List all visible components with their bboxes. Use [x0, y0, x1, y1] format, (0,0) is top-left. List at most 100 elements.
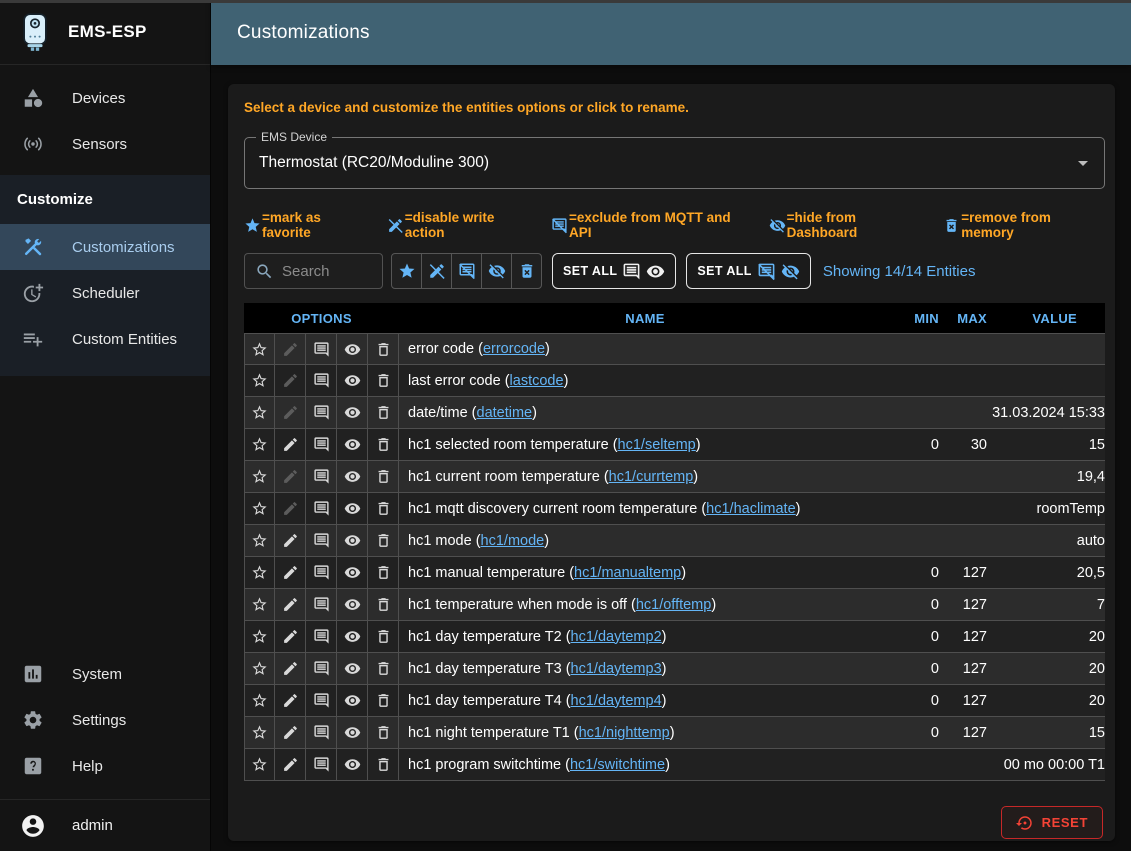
- remove-memory-toggle[interactable]: [368, 365, 399, 396]
- favorite-toggle[interactable]: [244, 717, 275, 748]
- exclude-mqtt-toggle[interactable]: [306, 461, 337, 492]
- favorite-toggle[interactable]: [244, 749, 275, 780]
- entity-shortname-link[interactable]: datetime: [476, 404, 533, 421]
- visibility-toggle[interactable]: [337, 717, 368, 748]
- exclude-mqtt-toggle[interactable]: [306, 717, 337, 748]
- visibility-toggle[interactable]: [337, 334, 368, 364]
- remove-memory-toggle[interactable]: [368, 653, 399, 684]
- edit-value-button[interactable]: [275, 365, 306, 396]
- sidebar-item-custom-entities[interactable]: Custom Entities: [0, 316, 210, 362]
- edit-value-button[interactable]: [275, 525, 306, 556]
- edit-value-button[interactable]: [275, 621, 306, 652]
- sidebar-item-customizations[interactable]: Customizations: [0, 224, 210, 270]
- remove-memory-toggle[interactable]: [368, 717, 399, 748]
- entity-shortname-link[interactable]: hc1/nighttemp: [578, 724, 670, 741]
- visibility-toggle[interactable]: [337, 749, 368, 780]
- favorite-toggle[interactable]: [244, 429, 275, 460]
- sidebar-item-sensors[interactable]: Sensors: [0, 121, 210, 167]
- entity-shortname-link[interactable]: hc1/offtemp: [635, 596, 712, 613]
- favorite-toggle[interactable]: [244, 365, 275, 396]
- favorite-toggle[interactable]: [244, 621, 275, 652]
- remove-memory-toggle[interactable]: [368, 525, 399, 556]
- favorite-toggle[interactable]: [244, 493, 275, 524]
- entity-shortname-link[interactable]: hc1/haclimate: [706, 500, 796, 517]
- entity-shortname-link[interactable]: hc1/currtemp: [608, 468, 694, 485]
- favorite-toggle[interactable]: [244, 397, 275, 428]
- reset-button[interactable]: RESET: [1000, 806, 1103, 839]
- entity-shortname-link[interactable]: errorcode: [482, 341, 546, 357]
- remove-memory-toggle[interactable]: [368, 429, 399, 460]
- sidebar-item-scheduler[interactable]: Scheduler: [0, 270, 210, 316]
- ems-device-select[interactable]: EMS Device Thermostat (RC20/Moduline 300…: [244, 130, 1105, 189]
- exclude-mqtt-toggle[interactable]: [306, 653, 337, 684]
- favorite-toggle[interactable]: [244, 525, 275, 556]
- edit-value-button[interactable]: [275, 493, 306, 524]
- exclude-mqtt-toggle[interactable]: [306, 557, 337, 588]
- visibility-toggle[interactable]: [337, 525, 368, 556]
- set-all-mqtt-hidden-button[interactable]: SET ALL: [686, 253, 811, 289]
- remove-memory-toggle[interactable]: [368, 621, 399, 652]
- remove-memory-toggle[interactable]: [368, 557, 399, 588]
- sidebar-item-help[interactable]: Help: [0, 743, 210, 789]
- filter-disable-write-button[interactable]: [421, 253, 452, 289]
- remove-memory-toggle[interactable]: [368, 749, 399, 780]
- visibility-toggle[interactable]: [337, 429, 368, 460]
- exclude-mqtt-toggle[interactable]: [306, 365, 337, 396]
- set-all-mqtt-visible-button[interactable]: SET ALL: [552, 253, 677, 289]
- entity-shortname-link[interactable]: lastcode: [509, 372, 564, 389]
- visibility-toggle[interactable]: [337, 461, 368, 492]
- sidebar-item-settings[interactable]: Settings: [0, 697, 210, 743]
- entity-shortname-link[interactable]: hc1/mode: [480, 532, 545, 549]
- exclude-mqtt-toggle[interactable]: [306, 621, 337, 652]
- sidebar-user[interactable]: admin: [0, 800, 210, 851]
- exclude-mqtt-toggle[interactable]: [306, 334, 337, 364]
- remove-memory-toggle[interactable]: [368, 397, 399, 428]
- entity-shortname-link[interactable]: hc1/daytemp3: [570, 660, 662, 677]
- remove-memory-toggle[interactable]: [368, 334, 399, 364]
- entity-shortname-link[interactable]: hc1/daytemp4: [570, 692, 662, 709]
- edit-value-button[interactable]: [275, 653, 306, 684]
- entity-shortname-link[interactable]: hc1/switchtime: [569, 756, 666, 773]
- edit-value-button[interactable]: [275, 429, 306, 460]
- visibility-toggle[interactable]: [337, 589, 368, 620]
- visibility-toggle[interactable]: [337, 397, 368, 428]
- exclude-mqtt-toggle[interactable]: [306, 749, 337, 780]
- edit-value-button[interactable]: [275, 397, 306, 428]
- edit-value-button[interactable]: [275, 557, 306, 588]
- visibility-toggle[interactable]: [337, 685, 368, 716]
- edit-value-button[interactable]: [275, 685, 306, 716]
- visibility-toggle[interactable]: [337, 653, 368, 684]
- entity-shortname-link[interactable]: hc1/manualtemp: [574, 564, 682, 581]
- entity-shortname-link[interactable]: hc1/seltemp: [617, 436, 696, 453]
- sidebar-item-system[interactable]: System: [0, 651, 210, 697]
- favorite-toggle[interactable]: [244, 334, 275, 364]
- visibility-toggle[interactable]: [337, 493, 368, 524]
- search-input[interactable]: [282, 262, 372, 280]
- edit-value-button[interactable]: [275, 461, 306, 492]
- edit-value-button[interactable]: [275, 334, 306, 364]
- exclude-mqtt-toggle[interactable]: [306, 589, 337, 620]
- exclude-mqtt-toggle[interactable]: [306, 397, 337, 428]
- exclude-mqtt-toggle[interactable]: [306, 685, 337, 716]
- remove-memory-toggle[interactable]: [368, 685, 399, 716]
- exclude-mqtt-toggle[interactable]: [306, 429, 337, 460]
- filter-remove-memory-button[interactable]: [511, 253, 542, 289]
- edit-value-button[interactable]: [275, 717, 306, 748]
- filter-favorite-button[interactable]: [391, 253, 422, 289]
- remove-memory-toggle[interactable]: [368, 589, 399, 620]
- visibility-toggle[interactable]: [337, 365, 368, 396]
- filter-exclude-mqtt-button[interactable]: [451, 253, 482, 289]
- edit-value-button[interactable]: [275, 749, 306, 780]
- edit-value-button[interactable]: [275, 589, 306, 620]
- visibility-toggle[interactable]: [337, 557, 368, 588]
- favorite-toggle[interactable]: [244, 557, 275, 588]
- exclude-mqtt-toggle[interactable]: [306, 525, 337, 556]
- exclude-mqtt-toggle[interactable]: [306, 493, 337, 524]
- favorite-toggle[interactable]: [244, 589, 275, 620]
- remove-memory-toggle[interactable]: [368, 493, 399, 524]
- search-box[interactable]: [244, 253, 383, 289]
- favorite-toggle[interactable]: [244, 685, 275, 716]
- sidebar-item-devices[interactable]: Devices: [0, 75, 210, 121]
- entity-shortname-link[interactable]: hc1/daytemp2: [570, 628, 662, 645]
- visibility-toggle[interactable]: [337, 621, 368, 652]
